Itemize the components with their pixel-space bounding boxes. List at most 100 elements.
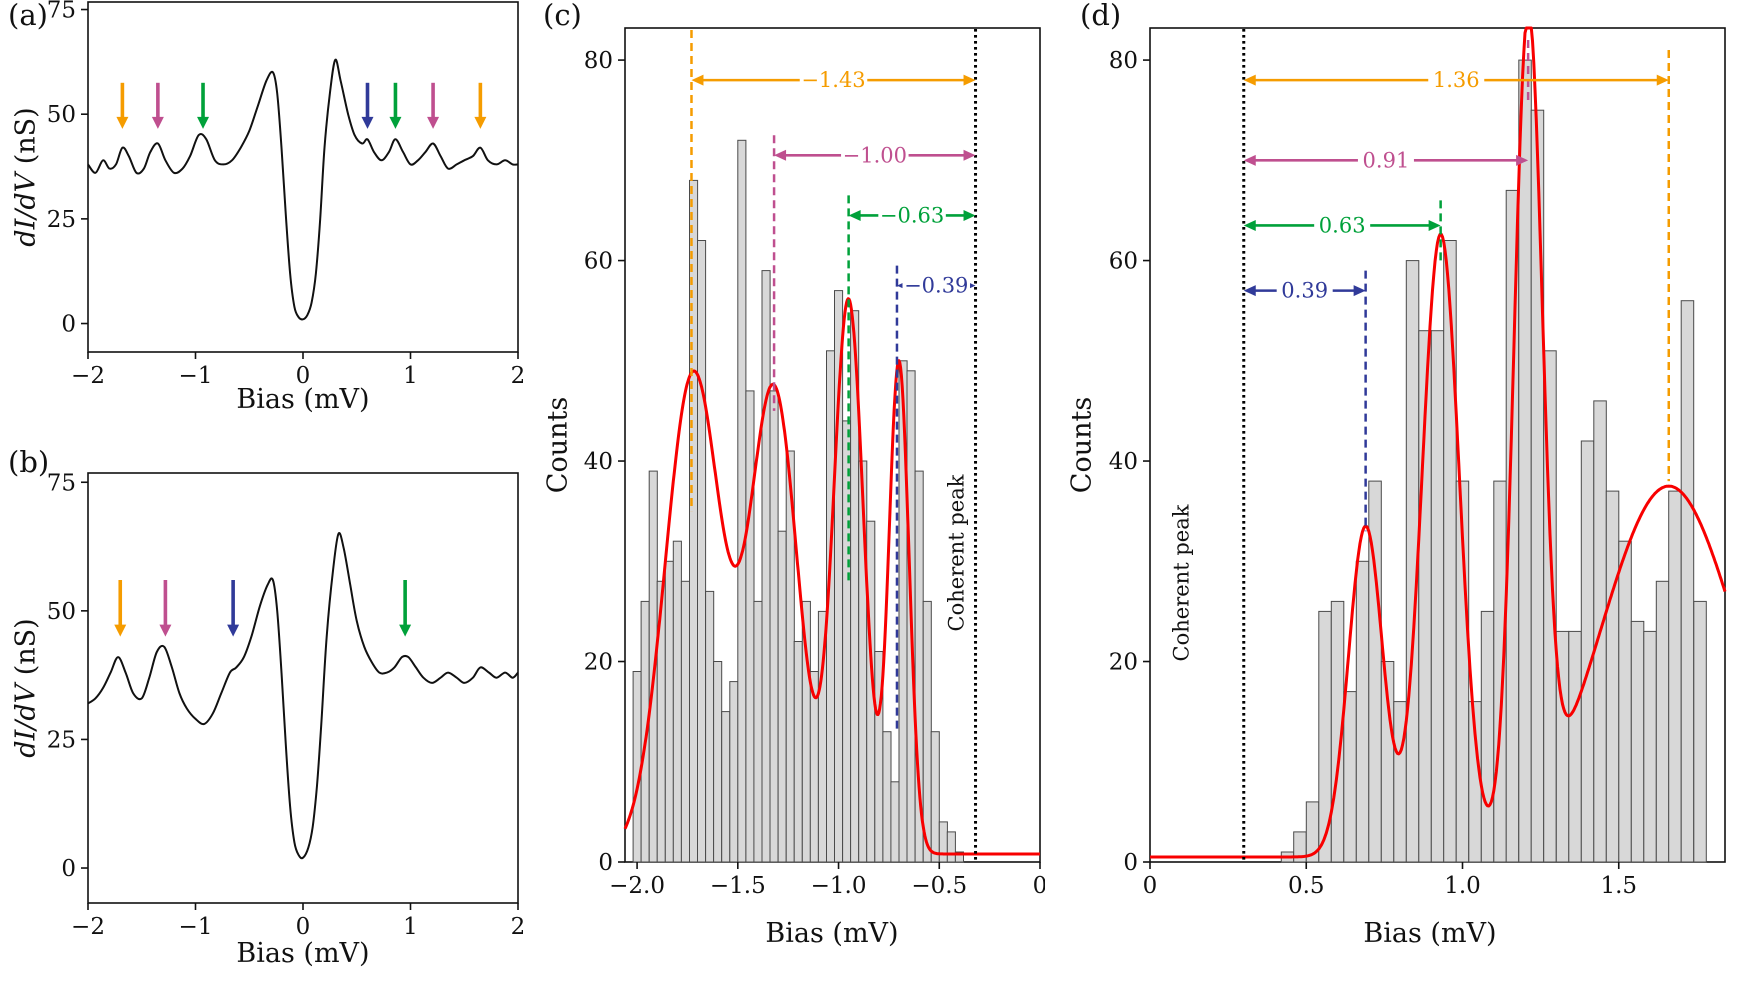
- histogram-bar: [1480, 610, 1495, 863]
- panel-a-plot: −2 −1 0 1 2 0 25 50 75: [47, 0, 526, 389]
- panel-b-xlabel: Bias (mV): [236, 938, 370, 969]
- green-peak-arrowhead-icon: [389, 116, 402, 129]
- distance-value-label-bg: [902, 273, 970, 299]
- gaussian-fit-curve: [1149, 26, 1727, 859]
- histogram-bar: [769, 390, 779, 863]
- y-tick-label: 80: [1109, 48, 1138, 74]
- histogram-bar: [946, 831, 956, 863]
- histogram-bar: [1430, 330, 1445, 863]
- distance-value-label: −0.63: [880, 203, 944, 227]
- right-arrowhead-icon: [1516, 154, 1529, 166]
- panel-d-xlabel: Bias (mV): [1363, 918, 1497, 949]
- x-tick-label: 1.0: [1444, 873, 1481, 899]
- histogram-bar: [737, 139, 747, 863]
- panel-a-xlabel: Bias (mV): [236, 384, 370, 415]
- orange-peak-arrowhead-icon: [114, 624, 127, 637]
- distance-value-label: 0.91: [1363, 148, 1410, 172]
- blue-peak-arrowhead-icon: [227, 624, 240, 637]
- y-tick-label: 25: [47, 207, 76, 233]
- x-tick-label: 0.5: [1288, 873, 1325, 899]
- x-tick-label: 1: [403, 363, 418, 389]
- y-tick-label: 80: [584, 48, 613, 74]
- histogram-bar: [672, 540, 682, 863]
- panel-c-xlabel: Bias (mV): [765, 918, 899, 949]
- panel-b-plot: −2 −1 0 1 2 0 25 50 75: [47, 470, 526, 940]
- histogram-bar: [809, 671, 819, 863]
- distance-value-label: −1.00: [843, 143, 907, 167]
- y-tick-label: 20: [1109, 650, 1138, 676]
- y-tick-label: 0: [61, 856, 76, 882]
- panel-a-ylabel-unit: (nS): [10, 107, 42, 173]
- histogram-bar: [1618, 540, 1632, 863]
- histogram-bar: [1530, 109, 1545, 863]
- histogram-bar: [1605, 490, 1620, 863]
- histogram-bar: [1655, 580, 1670, 863]
- plot-frame: [87, 472, 519, 904]
- panel-d-plot: 1.36 0.91 0.63 0.39 0 0.5 1.0 1.5 0 20 40 60 80: [1109, 26, 1727, 899]
- histogram-bar: [729, 681, 739, 863]
- left-arrowhead-icon: [1243, 154, 1256, 166]
- distance-value-label-bg: [841, 142, 909, 168]
- x-tick-label: −0.5: [911, 873, 967, 899]
- y-tick-label: 0: [1123, 850, 1138, 876]
- orange-peak-arrowhead-icon: [116, 116, 129, 129]
- distance-value-label: 0.39: [1281, 279, 1328, 303]
- histogram-bar: [761, 270, 771, 863]
- panel-c-plot: −1.43 −1.00 −0.63 −0.39 −2.0 −1.5 −1.0 −0.5 0 0 20…: [584, 27, 1045, 899]
- distance-value-label: −0.39: [904, 274, 968, 298]
- y-tick-label: 20: [584, 650, 613, 676]
- y-tick-label: 50: [47, 102, 76, 128]
- x-tick-label: −1: [179, 363, 213, 389]
- green-peak-arrowhead-icon: [197, 116, 210, 129]
- gaussian-fit-curve: [623, 297, 1041, 856]
- panel-b-ylabel: dI/dV (nS): [11, 618, 42, 757]
- histogram-bars: [1280, 59, 1707, 863]
- x-tick-label: 0: [296, 363, 311, 389]
- histogram-bar: [954, 851, 964, 863]
- right-arrowhead-icon: [1428, 219, 1441, 231]
- panel-d-coherent-peak-label: Coherent peak: [1169, 504, 1194, 662]
- x-tick-label: 0: [1033, 873, 1045, 899]
- histogram-bar: [1680, 300, 1695, 863]
- histogram-bar: [777, 530, 787, 863]
- y-tick-label: 75: [47, 0, 76, 24]
- histogram-bar: [1568, 630, 1582, 863]
- histogram-bar: [793, 641, 803, 863]
- y-tick-label: 25: [47, 727, 76, 753]
- magenta-peak-arrowhead-icon: [151, 116, 164, 129]
- left-arrowhead-icon: [691, 74, 704, 86]
- x-tick-label: −2: [71, 363, 105, 389]
- distance-value-label: 0.63: [1319, 213, 1366, 237]
- right-arrowhead-icon: [963, 74, 976, 86]
- green-peak-arrowhead-icon: [399, 624, 412, 637]
- histogram-bar: [938, 821, 948, 863]
- panel-a-ylabel: dI/dV (nS): [10, 107, 42, 246]
- histogram-bar: [753, 600, 763, 863]
- histogram-bar: [1518, 59, 1532, 863]
- distance-value-label-bg: [799, 67, 868, 93]
- histogram-bar: [1693, 600, 1707, 863]
- distance-value-label-bg: [878, 202, 946, 228]
- axis-ticks: −2 −1 0 1 2 0 25 50 75: [47, 0, 526, 389]
- histogram-bar: [664, 560, 674, 863]
- axis-ticks: 0 0.5 1.0 1.5 0 20 40 60 80: [1109, 48, 1637, 899]
- histogram-bar: [745, 390, 755, 863]
- histogram-bar: [882, 731, 892, 863]
- y-tick-label: 0: [61, 312, 76, 338]
- left-arrowhead-icon: [774, 149, 787, 161]
- histogram-bar: [713, 661, 723, 863]
- plot-content: [87, 58, 519, 321]
- histogram-bar: [1668, 490, 1682, 863]
- distance-value-label-bg: [1314, 212, 1371, 238]
- histogram-bar: [680, 580, 690, 863]
- x-tick-label: 1.5: [1600, 873, 1637, 899]
- x-tick-label: 2: [511, 363, 526, 389]
- histogram-bar: [1630, 620, 1645, 863]
- right-arrowhead-icon: [1656, 74, 1669, 86]
- distance-value-label-bg: [1357, 147, 1414, 173]
- didv-spectrum-curve: [87, 532, 519, 860]
- y-tick-label: 50: [47, 599, 76, 625]
- histogram-bar: [697, 240, 707, 863]
- panel-a-letter: (a): [8, 0, 48, 32]
- distance-value-label-bg: [1276, 278, 1333, 304]
